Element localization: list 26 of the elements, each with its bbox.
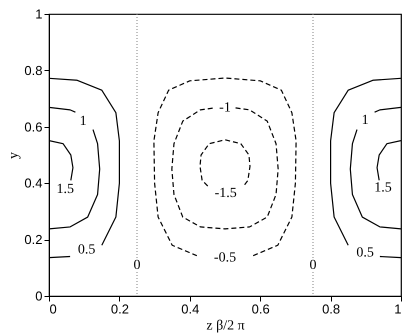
y-axis-title: y (6, 152, 22, 159)
y-tick-label: 0.8 (24, 62, 42, 78)
annotation: 1.5 (56, 182, 74, 197)
x-tick-label: 0.2 (110, 302, 129, 316)
annotation: -0.5 (214, 250, 236, 266)
annotation: 1.5 (374, 180, 392, 196)
x-tick-label: 1 (394, 302, 402, 316)
x-tick-label: 0.4 (181, 302, 200, 316)
annotation: -1.5 (214, 186, 237, 201)
y-tick-label: 0.2 (24, 232, 42, 248)
annotation: 1 (362, 113, 369, 128)
annotation: -1 (219, 100, 231, 116)
y-tick-label: 0.4 (24, 176, 42, 191)
x-tick-label: 0 (50, 302, 57, 316)
y-tick-label: 1 (35, 6, 42, 22)
annotation: 1 (80, 114, 87, 130)
annotation: 0.5 (356, 246, 374, 261)
annotation: 0.5 (78, 242, 96, 258)
y-tick-label: 0 (35, 288, 42, 304)
x-tick-label: 0.6 (252, 302, 270, 316)
y-tick-label: 0.6 (24, 119, 42, 134)
x-tick-label: 0.8 (322, 302, 340, 316)
x-axis-title: z β/2 π (206, 318, 245, 334)
annotation: 0 (310, 258, 316, 273)
annotation: 0 (134, 258, 140, 273)
line-series (199, 139, 251, 187)
